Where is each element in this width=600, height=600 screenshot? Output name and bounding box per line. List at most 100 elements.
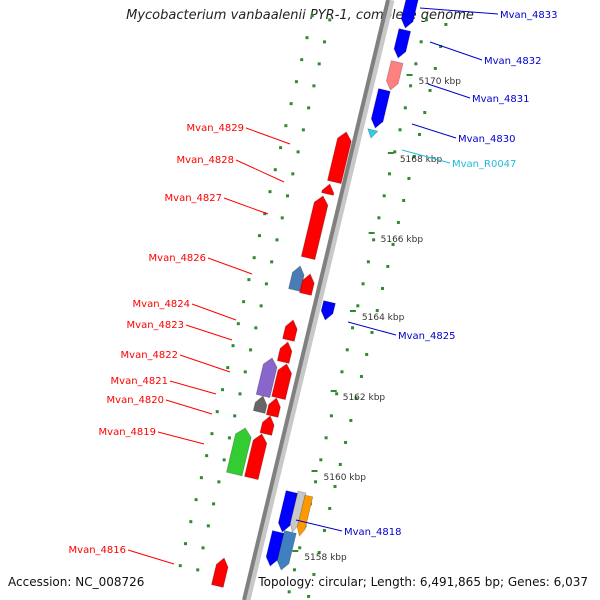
plus-gene-block (276, 530, 297, 571)
minus-label-leader (185, 324, 233, 341)
track-dot (199, 476, 203, 480)
track-dot (215, 410, 219, 414)
minus-gene-block (288, 265, 305, 292)
track-dot (402, 198, 406, 202)
track-dot (317, 62, 321, 66)
track-dot (439, 44, 443, 48)
minus-label-leader (235, 159, 285, 183)
track-dot (344, 440, 348, 444)
track-dot (196, 568, 200, 572)
track-dot (393, 150, 397, 154)
track-dot (356, 304, 360, 308)
minus-label-leader (127, 549, 175, 565)
track-dot (359, 374, 363, 378)
plus-gene-block (289, 490, 307, 533)
ruler-label: 5170 kbp (419, 77, 462, 87)
track-dot (340, 370, 344, 374)
plus-gene-block (393, 28, 412, 59)
minus-gene-block (276, 341, 293, 364)
ruler-label: 5158 kbp (304, 553, 347, 563)
minus-label-leader (165, 399, 213, 415)
plus-gene-block (296, 494, 314, 537)
track-dot (201, 546, 205, 550)
track-dot (189, 520, 193, 524)
track-dot (345, 348, 349, 352)
track-dot (270, 260, 274, 264)
track-dot (372, 238, 376, 242)
track-dot (412, 154, 416, 158)
track-dot (263, 212, 267, 216)
track-dot (338, 462, 342, 466)
plus-gene-label: Mvan_4832 (484, 56, 541, 67)
track-dot (275, 238, 279, 242)
track-dot (329, 414, 333, 418)
track-dot (268, 190, 272, 194)
track-dot (292, 568, 296, 572)
track-dot (333, 484, 337, 488)
track-dot (398, 128, 402, 132)
minus-gene-label: Mvan_4828 (177, 155, 234, 166)
minus-gene-block (299, 273, 315, 296)
plus-gene-label: Mvan_4825 (398, 331, 455, 342)
minus-gene-block (252, 395, 268, 414)
track-dot (284, 124, 288, 128)
plus-label-leader (419, 7, 499, 15)
minus-gene-block (244, 433, 268, 481)
track-dot (361, 282, 365, 286)
track-dot (231, 344, 235, 348)
track-dot (178, 564, 182, 568)
track-dot (322, 528, 326, 532)
minus-gene-block (259, 415, 275, 436)
minus-gene-block (300, 195, 329, 261)
plus-label-leader (401, 149, 451, 164)
ruler-label: 5164 kbp (362, 313, 405, 323)
backbone-line (242, 0, 390, 600)
track-dot (365, 352, 369, 356)
minus-gene-label: Mvan_4829 (187, 123, 244, 134)
minus-label-leader (179, 354, 231, 373)
track-dot (424, 18, 428, 22)
track-dot (417, 132, 421, 136)
track-dot (382, 194, 386, 198)
track-dot (301, 128, 305, 132)
minus-label-leader (169, 380, 217, 395)
track-dot (233, 414, 237, 418)
minus-gene-block (321, 183, 335, 196)
minus-label-leader (223, 197, 269, 215)
minus-gene-label: Mvan_4819 (99, 427, 156, 438)
track-dot (280, 216, 284, 220)
minus-label-leader (245, 127, 291, 145)
track-dot (381, 286, 385, 290)
track-dot (423, 110, 427, 114)
plus-gene-block (400, 0, 419, 29)
track-dot (314, 480, 318, 484)
track-dot (419, 40, 423, 44)
track-dot (377, 216, 381, 220)
plus-label-leader (347, 321, 397, 336)
plus-gene-block (277, 490, 299, 533)
track-dot (375, 308, 379, 312)
minus-gene-block (255, 357, 278, 399)
track-dot (257, 234, 261, 238)
track-dot (217, 480, 221, 484)
minus-gene-label: Mvan_4822 (121, 350, 178, 361)
track-dot (286, 194, 290, 198)
track-dot (305, 36, 309, 40)
track-dot (243, 370, 247, 374)
track-dot (298, 546, 302, 550)
plus-gene-label: Mvan_4818 (344, 527, 401, 538)
minus-gene-block (271, 363, 293, 401)
track-dot (396, 220, 400, 224)
minus-label-leader (157, 431, 205, 445)
track-dot (252, 256, 256, 260)
minus-gene-block (282, 319, 298, 342)
track-dot (294, 80, 298, 84)
ruler-label: 5162 kbp (343, 393, 386, 403)
minus-gene-label: Mvan_4826 (149, 253, 206, 264)
minus-gene-label: Mvan_4820 (107, 395, 164, 406)
minus-gene-block (226, 427, 252, 477)
minus-gene-label: Mvan_4821 (111, 376, 168, 387)
minus-gene-block (327, 131, 352, 185)
track-dot (210, 432, 214, 436)
track-dot (310, 14, 314, 18)
